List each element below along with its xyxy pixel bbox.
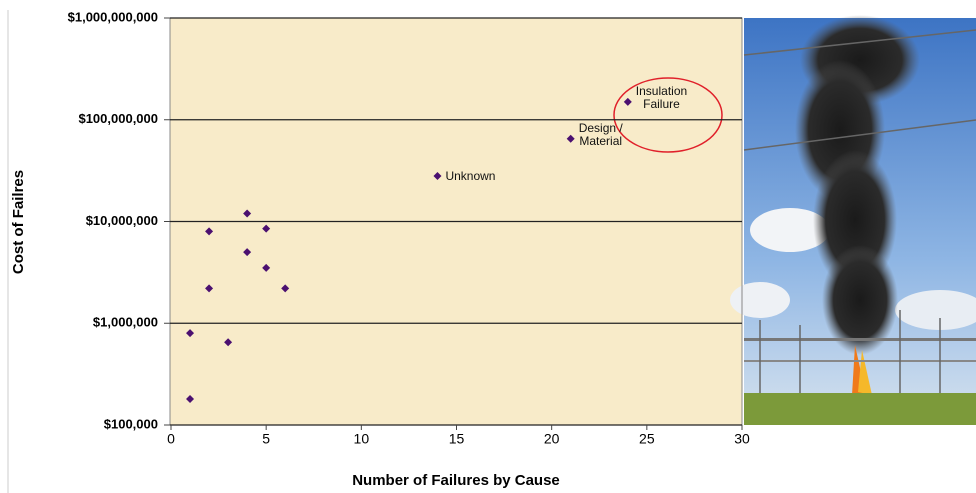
y-tick-label: $1,000,000 xyxy=(93,315,158,330)
chart: Number of Failures by Cause Cost of Fail… xyxy=(0,0,976,493)
x-tick-label: 15 xyxy=(449,431,465,447)
point-label: Insulation Failure xyxy=(636,85,687,111)
y-tick-label: $1,000,000,000 xyxy=(68,9,158,24)
x-tick-label: 20 xyxy=(544,431,560,447)
y-tick-label: $10,000,000 xyxy=(86,213,158,228)
x-tick-label: 25 xyxy=(639,431,655,447)
photo xyxy=(730,15,976,425)
x-tick-label: 10 xyxy=(354,431,370,447)
y-tick-label: $100,000 xyxy=(104,416,158,431)
y-axis-title: Cost of Failres xyxy=(10,170,27,274)
x-axis-title: Number of Failures by Cause xyxy=(352,472,560,489)
point-label: Unknown xyxy=(445,170,495,183)
x-tick-label: 0 xyxy=(167,431,175,447)
page: {"chart_data": { "type": "scatter", "y_l… xyxy=(0,0,976,493)
y-tick-label: $100,000,000 xyxy=(78,111,158,126)
x-tick-label: 5 xyxy=(262,431,270,447)
x-tick-label: 30 xyxy=(734,431,750,447)
point-label: Design / Material xyxy=(579,122,623,148)
